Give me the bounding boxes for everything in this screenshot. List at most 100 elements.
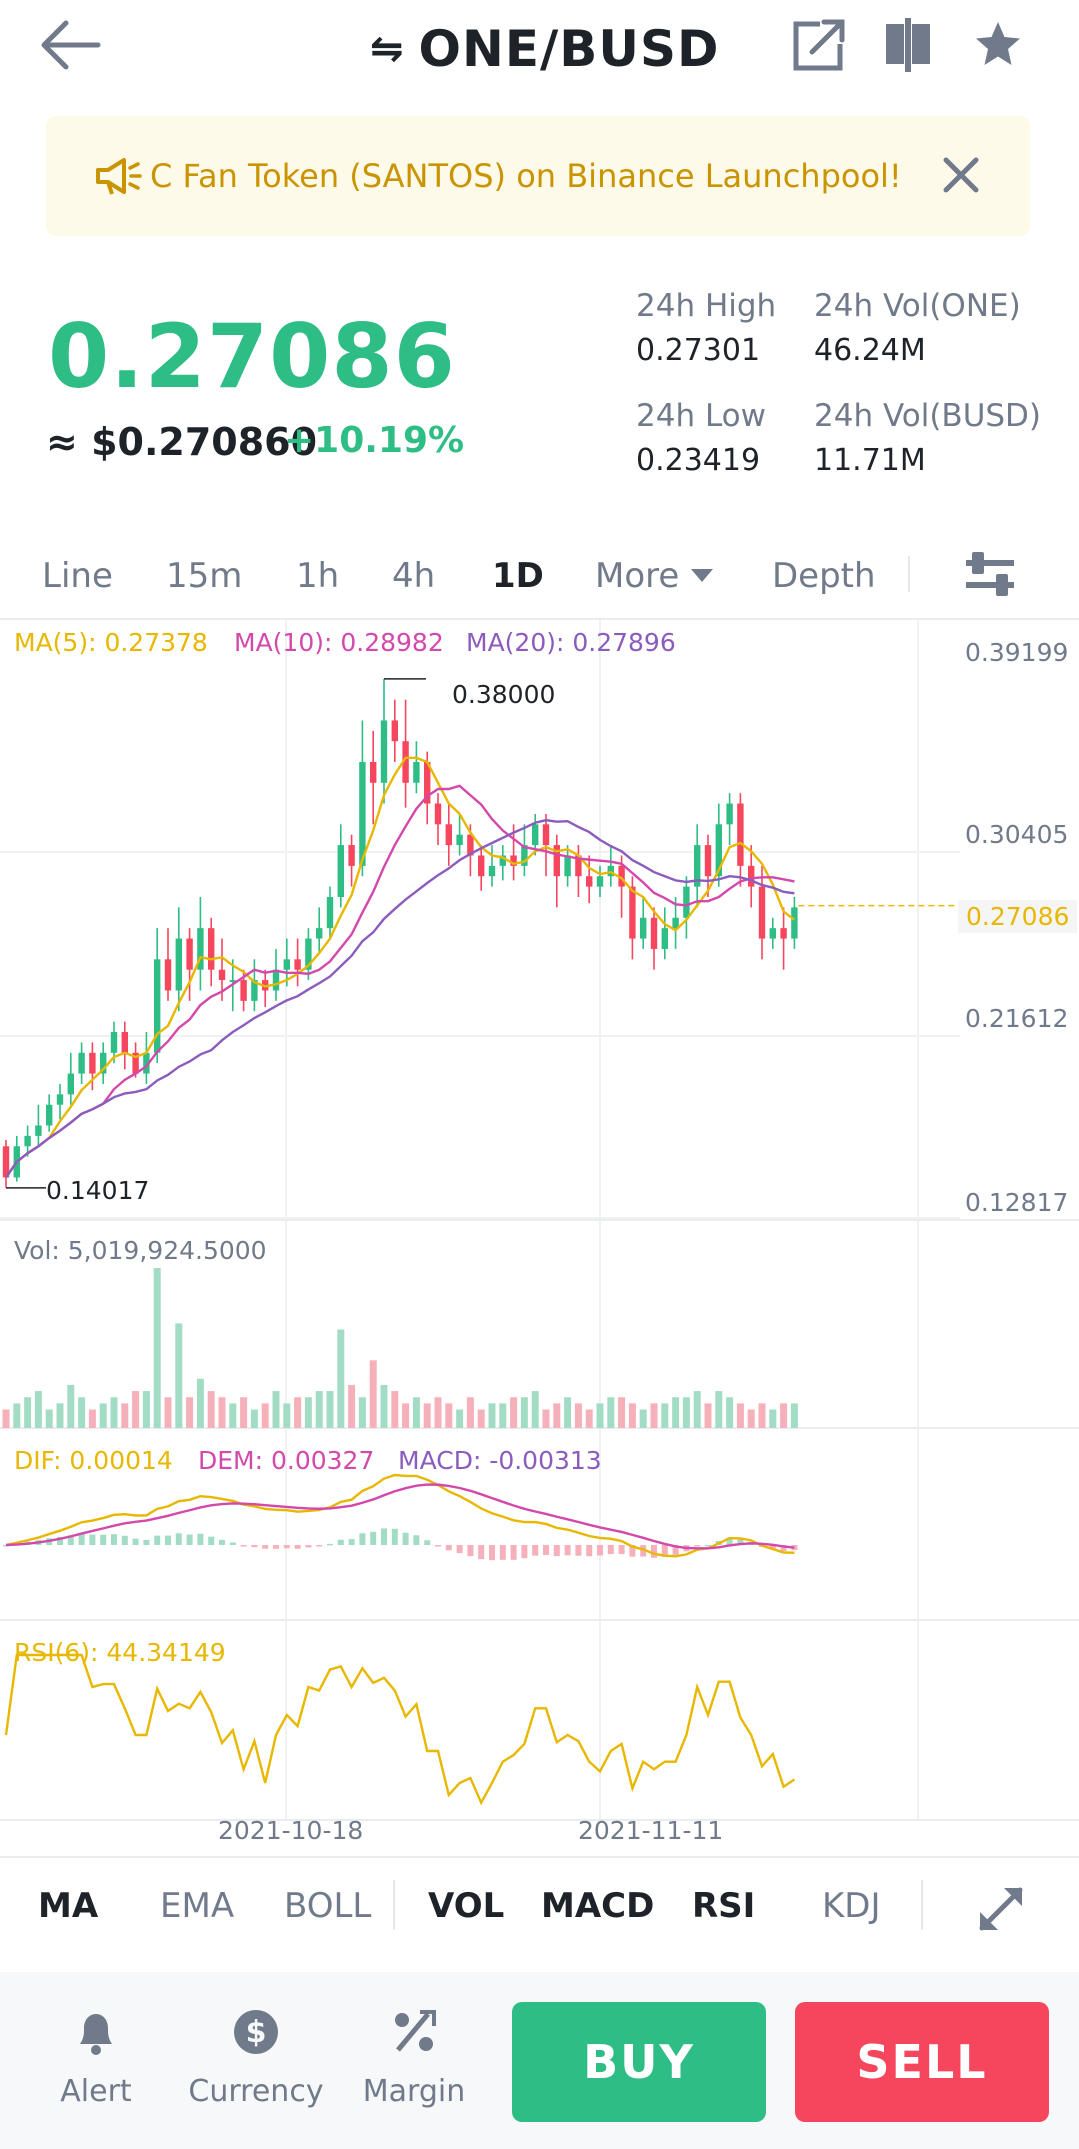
volume-bar [769, 1409, 777, 1428]
volume-bar [132, 1391, 140, 1428]
share-button[interactable] [790, 14, 850, 76]
volume-bar [726, 1397, 734, 1428]
macd-bar [305, 1545, 312, 1548]
back-button[interactable] [36, 14, 106, 76]
macd-bar [3, 1545, 9, 1547]
indicator-divider [393, 1880, 395, 1930]
volume-bar [153, 1268, 161, 1428]
volume-bar [715, 1391, 723, 1428]
indicator-ma[interactable]: MA [38, 1886, 99, 1926]
tab-more[interactable]: More [595, 556, 715, 596]
max-price-label: 0.38000 [452, 680, 556, 709]
macd-bar [348, 1539, 355, 1545]
macd-bar [219, 1539, 225, 1545]
candle-body [24, 1135, 31, 1147]
macd-bar [262, 1545, 269, 1549]
volume-bar [499, 1403, 507, 1428]
volume-bar [326, 1391, 334, 1428]
chart-canvas[interactable] [0, 620, 1079, 1856]
volume-bar [628, 1403, 636, 1428]
chart-settings-button[interactable] [962, 548, 1018, 600]
low-label: 24h Low [636, 398, 766, 434]
indicator-ema[interactable]: EMA [160, 1886, 235, 1926]
announcement-banner[interactable]: C Fan Token (SANTOS) on Binance Launchpo… [46, 116, 1030, 236]
split-view-button[interactable] [878, 14, 938, 76]
tab-depth[interactable]: Depth [772, 556, 876, 596]
fiat-price: ≈ $0.270860 [46, 420, 318, 464]
volume-bar [747, 1409, 755, 1428]
macd-bar [57, 1536, 63, 1545]
favorite-button[interactable] [968, 14, 1028, 76]
candle-body [683, 886, 690, 918]
volume-bar [607, 1397, 615, 1428]
macd-bar [618, 1545, 625, 1555]
candle-body [229, 980, 236, 983]
candle-body [186, 938, 193, 970]
alert-button[interactable]: Alert [26, 2000, 166, 2130]
candle-body [402, 741, 409, 783]
macd-bar [154, 1535, 161, 1545]
currency-button[interactable]: $ Currency [186, 2000, 326, 2130]
macd-bar [510, 1545, 517, 1560]
change-percent: +10.19% [284, 420, 465, 461]
volume-bar [564, 1397, 572, 1428]
volume-bar [596, 1403, 604, 1428]
indicator-rsi[interactable]: RSI [692, 1886, 756, 1926]
volume-bar [682, 1397, 690, 1428]
y-tick-top: 0.39199 [965, 638, 1069, 667]
low-value: 0.23419 [636, 443, 761, 478]
candle-body [726, 803, 733, 825]
macd-bar [67, 1535, 74, 1545]
candle-body [370, 761, 377, 783]
macd-bar [337, 1539, 344, 1545]
volume-bar [466, 1397, 474, 1428]
tab-15m[interactable]: 15m [166, 556, 243, 596]
pair-title[interactable]: ⇋ ONE/BUSD [370, 14, 720, 84]
volume-bar [639, 1409, 647, 1428]
volume-bar [2, 1409, 10, 1428]
macd-bar [705, 1544, 711, 1547]
tab-4h[interactable]: 4h [392, 556, 436, 596]
ma5-line [5, 756, 796, 1179]
volume-bar [542, 1409, 550, 1428]
macd-bar [553, 1545, 560, 1557]
x-tick-2: 2021-11-11 [578, 1816, 724, 1845]
indicator-macd[interactable]: MACD [541, 1886, 655, 1926]
macd-bar [737, 1539, 744, 1545]
macd-bar [229, 1542, 236, 1545]
macd-bar [661, 1545, 668, 1557]
close-icon[interactable] [938, 152, 984, 198]
candle-body [780, 928, 787, 939]
candle-body [121, 1032, 128, 1053]
candle-body [78, 1052, 85, 1074]
macd-label: MACD: -0.00313 [398, 1446, 602, 1475]
tab-1h[interactable]: 1h [296, 556, 340, 596]
indicator-boll[interactable]: BOLL [284, 1886, 372, 1926]
tab-line[interactable]: Line [42, 556, 113, 596]
candle-body [413, 761, 420, 783]
fullscreen-button[interactable] [974, 1882, 1028, 1936]
sell-button[interactable]: SELL [795, 2002, 1049, 2122]
candle-body [553, 845, 560, 877]
candle-body [89, 1052, 96, 1074]
last-price-tag: 0.27086 [958, 900, 1078, 933]
indicator-vol[interactable]: VOL [428, 1886, 505, 1926]
macd-bar [165, 1535, 171, 1545]
candle-body [197, 928, 204, 970]
candle-body [424, 761, 431, 804]
candle-body [46, 1104, 53, 1126]
buy-button[interactable]: BUY [512, 2002, 766, 2122]
margin-button[interactable]: Margin [344, 2000, 484, 2130]
volume-bar [780, 1403, 788, 1428]
vol-base-value: 46.24M [814, 333, 926, 368]
alert-label: Alert [60, 2074, 132, 2109]
macd-bar [413, 1535, 420, 1545]
high-value: 0.27301 [636, 333, 761, 368]
candle-body [56, 1094, 64, 1105]
macd-bar [273, 1545, 279, 1549]
volume-bar [369, 1360, 377, 1428]
tab-1d[interactable]: 1D [492, 556, 544, 596]
indicator-kdj[interactable]: KDJ [822, 1886, 881, 1926]
volume-bar [175, 1323, 183, 1428]
candle-body [272, 969, 280, 991]
